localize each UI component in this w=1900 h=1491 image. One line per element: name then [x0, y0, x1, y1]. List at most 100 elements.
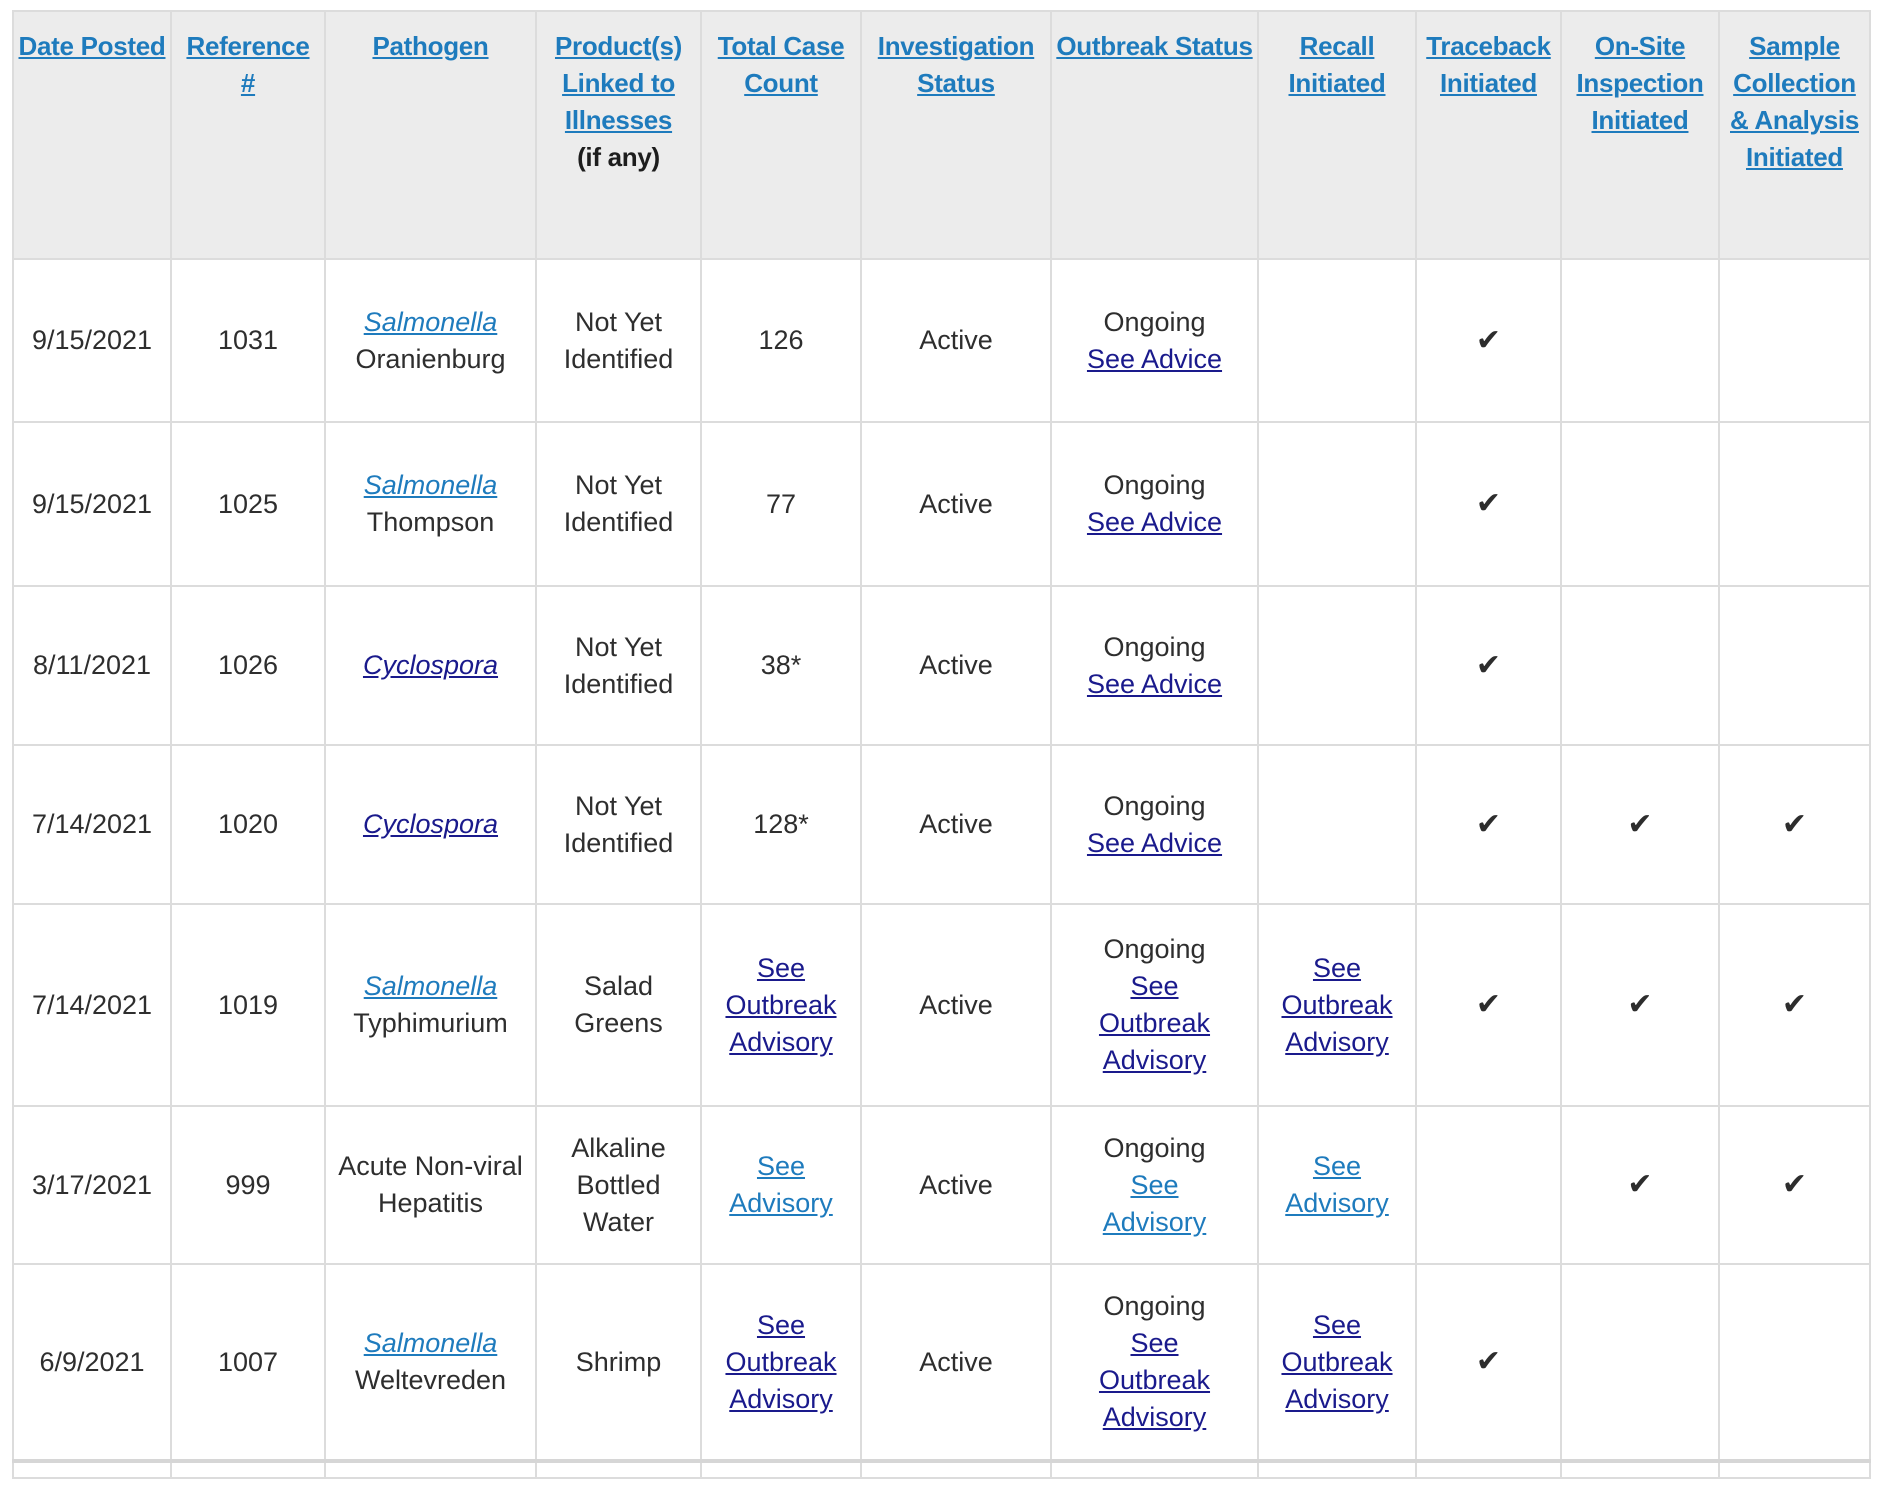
cell-reference-number: 1031	[170, 258, 326, 423]
pathogen-link[interactable]: Salmonella	[363, 1328, 498, 1358]
cell-product-linked: Salad Greens	[535, 903, 702, 1107]
column-header-cell-pathogen: Pathogen	[324, 10, 537, 260]
cell-total-case-count: See Outbreak Advisory	[700, 1263, 862, 1462]
column-header-cell-traceback: Traceback Initiated	[1415, 10, 1562, 260]
cell-outbreak-status: Ongoing See Advice	[1050, 258, 1259, 423]
partial-cell	[170, 1459, 326, 1479]
recall-link[interactable]: See Outbreak Advisory	[1281, 952, 1393, 1057]
cell-date-posted: 9/15/2021	[12, 258, 172, 423]
outbreak-status-link[interactable]: See Advice	[1086, 668, 1223, 699]
column-header-cell-product: Product(s) Linked to Illnesses (if any)	[535, 10, 702, 260]
outbreak-status-link[interactable]: See Advice	[1086, 827, 1223, 858]
investigation-status-value: Active	[919, 1169, 993, 1200]
case-count-value: 126	[758, 325, 804, 355]
partial-cell	[324, 1459, 537, 1479]
recall-link[interactable]: See Outbreak Advisory	[1281, 1309, 1393, 1414]
outbreak-status-link[interactable]: See Outbreak Advisory	[1098, 971, 1211, 1075]
cell-pathogen: Salmonella Thompson	[324, 421, 537, 587]
outbreak-status-link[interactable]: See Outbreak Advisory	[1098, 1328, 1211, 1432]
investigation-status-value: Active	[919, 488, 993, 519]
cell-investigation-status: Active	[860, 744, 1052, 905]
reference-number-value: 1020	[217, 809, 279, 839]
column-header-sort-link-case_count[interactable]: Total Case Count	[717, 31, 845, 98]
date-posted-value: 7/14/2021	[31, 989, 153, 1020]
table-row: 8/11/2021 1026 Cyclospora Not Yet Identifie…	[12, 585, 1871, 746]
checkmark-icon: ✔	[1627, 806, 1653, 842]
pathogen-link[interactable]: Salmonella	[363, 306, 498, 337]
cell-sample-collection-initiated: ✔	[1718, 744, 1871, 905]
investigation-status-value: Active	[919, 989, 993, 1020]
cell-pathogen: Cyclospora	[324, 585, 537, 746]
column-header-sort-link-pathogen[interactable]: Pathogen	[372, 31, 489, 61]
cell-traceback-initiated	[1415, 1105, 1562, 1265]
checkmark-icon: ✔	[1781, 987, 1808, 1022]
cell-investigation-status: Active	[860, 421, 1052, 587]
column-header-sort-link-outbreak_status[interactable]: Outbreak Status	[1056, 31, 1253, 61]
column-header-sort-link-onsite[interactable]: On-Site Inspection Initiated	[1576, 31, 1704, 135]
column-header-sort-link-recall[interactable]: Recall Initiated	[1288, 31, 1386, 98]
cell-sample-collection-initiated	[1718, 585, 1871, 746]
table-body: 9/15/2021 1031 Salmonella Oranienburg Not Y…	[12, 258, 1871, 1479]
header-row: Date Posted Reference # Pathogen Product(s)…	[12, 10, 1871, 260]
partial-cell	[860, 1459, 1052, 1479]
checkmark-icon: ✔	[1475, 1344, 1502, 1379]
pathogen-link[interactable]: Cyclospora	[362, 650, 499, 680]
cell-product-linked: Not Yet Identified	[535, 585, 702, 746]
cell-date-posted: 7/14/2021	[12, 744, 172, 905]
pathogen-link[interactable]: Salmonella	[363, 470, 498, 500]
cell-reference-number: 1020	[170, 744, 326, 905]
product-linked-value: Shrimp	[575, 1346, 662, 1377]
pathogen-link[interactable]: Cyclospora	[362, 809, 499, 839]
column-header-sublabel: (if any)	[577, 142, 660, 172]
partial-cell	[1415, 1459, 1562, 1479]
cell-traceback-initiated: ✔	[1415, 585, 1562, 746]
cell-investigation-status: Active	[860, 585, 1052, 746]
date-posted-value: 6/9/2021	[39, 1346, 145, 1377]
column-header-sort-link-product[interactable]: Product(s) Linked to Illnesses	[554, 31, 682, 135]
product-linked-value: Not Yet Identified	[563, 470, 674, 537]
cell-product-linked: Not Yet Identified	[535, 258, 702, 423]
outbreak-status-link[interactable]: See Advice	[1086, 507, 1223, 537]
column-header-sort-link-traceback[interactable]: Traceback Initiated	[1426, 31, 1551, 98]
column-header-sort-link-reference[interactable]: Reference #	[186, 31, 310, 98]
outbreak-status-value: Ongoing	[1103, 790, 1206, 821]
cell-pathogen: Acute Non-viral Hepatitis	[324, 1105, 537, 1265]
cell-onsite-inspection-initiated: ✔	[1560, 744, 1720, 905]
cell-onsite-inspection-initiated	[1560, 421, 1720, 587]
column-header-sort-link-date_posted[interactable]: Date Posted	[18, 31, 166, 61]
case-count-link[interactable]: See Outbreak Advisory	[725, 952, 837, 1057]
cell-investigation-status: Active	[860, 903, 1052, 1107]
outbreak-status-value: Ongoing	[1103, 934, 1206, 964]
cell-onsite-inspection-initiated: ✔	[1560, 903, 1720, 1107]
recall-link[interactable]: See Advisory	[1285, 1151, 1389, 1218]
cell-sample-collection-initiated	[1718, 1263, 1871, 1462]
partial-cell	[535, 1459, 702, 1479]
case-count-link[interactable]: See Outbreak Advisory	[725, 1309, 837, 1414]
cell-recall-initiated: See Outbreak Advisory	[1257, 903, 1417, 1107]
table-row: 3/17/2021 999 Acute Non-viral Hepatitis Alk…	[12, 1105, 1871, 1265]
column-header-cell-onsite: On-Site Inspection Initiated	[1560, 10, 1720, 260]
cell-outbreak-status: Ongoing See Advice	[1050, 585, 1259, 746]
case-count-value: 38*	[760, 650, 802, 680]
outbreak-status-value: Ongoing	[1103, 306, 1206, 337]
column-header-sort-link-investigation_status[interactable]: Investigation Status	[877, 31, 1035, 98]
outbreak-status-link[interactable]: See Advisory	[1102, 1169, 1207, 1237]
checkmark-icon: ✔	[1475, 322, 1502, 358]
case-count-link[interactable]: See Advisory	[729, 1151, 833, 1218]
cell-date-posted: 6/9/2021	[12, 1263, 172, 1462]
cell-outbreak-status: Ongoing See Outbreak Advisory	[1050, 1263, 1259, 1462]
column-header-sort-link-sample[interactable]: Sample Collection & Analysis Initiated	[1730, 31, 1859, 172]
pathogen-strain: Oranienburg	[355, 343, 506, 374]
cell-date-posted: 9/15/2021	[12, 421, 172, 587]
cell-sample-collection-initiated: ✔	[1718, 1105, 1871, 1265]
outbreak-status-link[interactable]: See Advice	[1086, 343, 1223, 374]
partial-cell	[1050, 1459, 1259, 1479]
cell-product-linked: Alkaline Bottled Water	[535, 1105, 702, 1265]
cell-investigation-status: Active	[860, 258, 1052, 423]
partial-next-row	[12, 1459, 1871, 1479]
pathogen-link[interactable]: Salmonella	[363, 971, 498, 1001]
cell-pathogen: Salmonella Weltevreden	[324, 1263, 537, 1462]
column-header-cell-reference: Reference #	[170, 10, 326, 260]
cell-total-case-count: 128*	[700, 744, 862, 905]
cell-total-case-count: 126	[700, 258, 862, 423]
